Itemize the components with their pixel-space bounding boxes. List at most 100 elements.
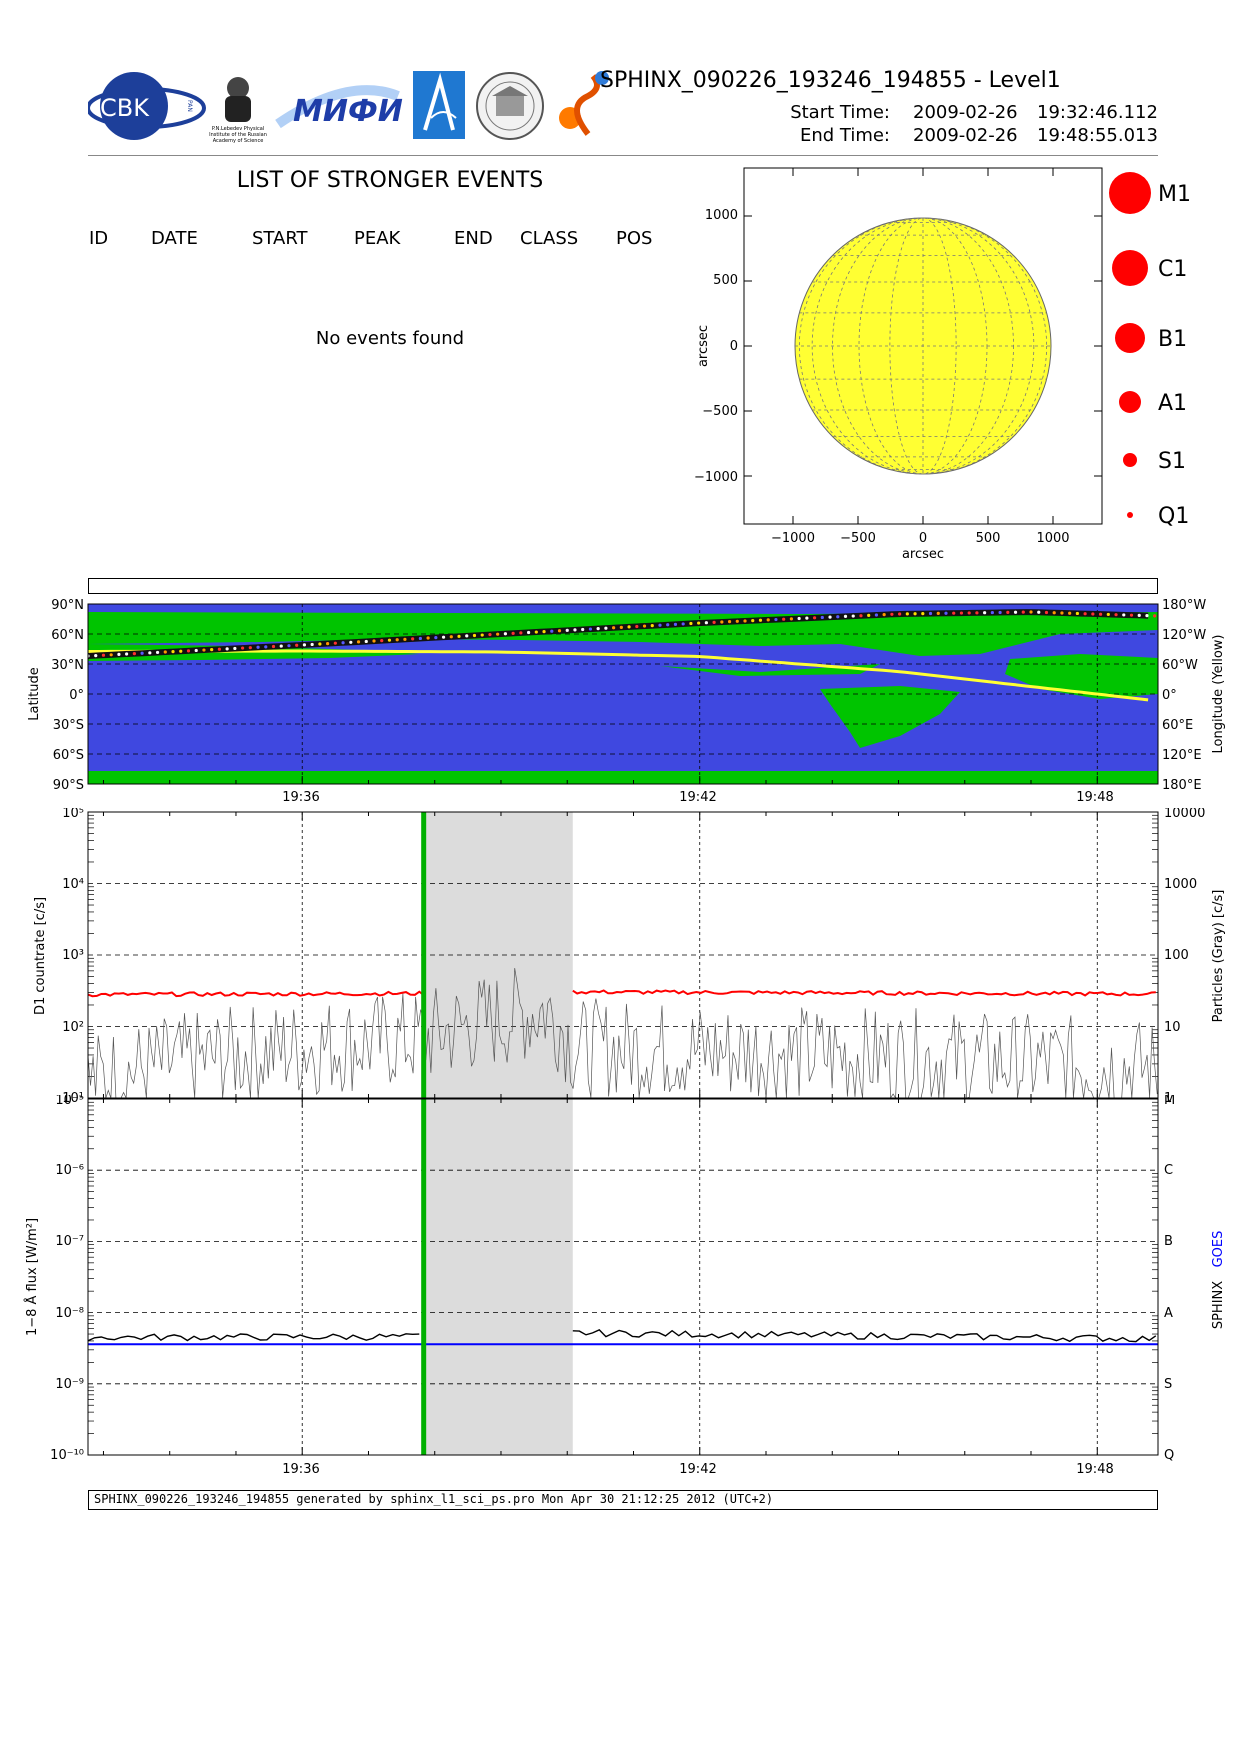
orbit-track-point bbox=[1068, 611, 1072, 615]
orbit-track-point bbox=[326, 641, 330, 646]
orbit-track-point bbox=[364, 639, 368, 644]
orbit-track-point bbox=[403, 637, 407, 641]
orbit-track-point bbox=[472, 633, 477, 638]
orbit-track-point bbox=[418, 636, 422, 641]
particle-series bbox=[87, 968, 1158, 1100]
orbit-track-point bbox=[913, 612, 917, 616]
orbit-rtick-7: 180°E bbox=[1162, 778, 1202, 793]
orbit-track-point bbox=[1129, 613, 1134, 617]
legend-label-s1: S1 bbox=[1158, 449, 1186, 474]
cbk-logo: CBK PAN bbox=[86, 72, 206, 140]
sun-longitude-line bbox=[889, 217, 957, 475]
cr-rtick-2: 10 bbox=[1164, 1020, 1181, 1035]
orbit-track-point bbox=[186, 649, 191, 653]
orbit-track-point bbox=[1006, 610, 1010, 614]
fx-rtick-6: M bbox=[1164, 1095, 1175, 1108]
orbit-track-point bbox=[658, 623, 662, 627]
sun-longitude-line bbox=[811, 217, 1035, 475]
sun-ytick-5: −1000 bbox=[694, 470, 738, 485]
cbk-logo-sub: PAN bbox=[186, 100, 193, 112]
orbit-track-point bbox=[1083, 612, 1087, 616]
legend-label-q1: Q1 bbox=[1158, 504, 1189, 529]
orbit-track-point bbox=[859, 614, 863, 618]
orbit-track-point bbox=[921, 612, 925, 616]
orbit-ytick-1: 90°N bbox=[51, 598, 84, 613]
lebedev-logo: P.N.Lebedev Physical Institute of the Ru… bbox=[209, 77, 267, 144]
countrate-panel: D1 countrate [c/s] Particles (Gray) [c/s… bbox=[33, 808, 1226, 1103]
start-date: 2009-02-26 bbox=[913, 102, 1018, 123]
orbit-track-point bbox=[1106, 612, 1110, 617]
orbit-track-point bbox=[279, 644, 283, 648]
sphinx-series bbox=[87, 1333, 420, 1342]
orbit-track-point bbox=[596, 627, 600, 631]
logo-strip: CBK PAN P.N.Lebedev Physical Institute o… bbox=[86, 66, 628, 148]
orbit-track-point bbox=[1052, 611, 1056, 615]
end-time-label: End Time: bbox=[799, 125, 890, 146]
orbit-track-point bbox=[519, 631, 523, 635]
orbit-xtick-2: 19:42 bbox=[679, 790, 716, 805]
orbit-track-point bbox=[944, 611, 948, 615]
orbit-track-point bbox=[642, 624, 647, 628]
orbit-track-point bbox=[774, 617, 778, 622]
orbit-track-point bbox=[983, 611, 987, 615]
orbit-track-point bbox=[604, 626, 608, 630]
sun-xtick-4: 500 bbox=[976, 531, 1001, 546]
sun-longitude-line bbox=[798, 217, 1048, 475]
fx-rtick-3: A bbox=[1164, 1306, 1173, 1321]
orbit-track-point bbox=[704, 621, 708, 625]
orbit-track-point bbox=[318, 642, 322, 646]
orbit-track-point bbox=[573, 628, 577, 632]
orbit-track-point bbox=[882, 613, 886, 617]
col-peak: PEAK bbox=[354, 228, 401, 249]
orbit-track-point bbox=[743, 619, 747, 623]
orbit-track-point bbox=[109, 653, 113, 657]
class-legend: M1 C1 B1 A1 S1 Q1 bbox=[1109, 172, 1191, 529]
orbit-frame bbox=[87, 603, 1159, 785]
orbit-track-point bbox=[689, 621, 693, 626]
fx-ytick-4: 10⁻⁷ bbox=[55, 1234, 84, 1249]
orbit-track-point bbox=[542, 630, 546, 634]
cr-ytick-4: 10⁴ bbox=[62, 877, 84, 892]
flux-frame bbox=[87, 1098, 1159, 1456]
orbit-track-point bbox=[990, 610, 994, 615]
start-clock: 19:32:46.112 bbox=[1037, 102, 1158, 123]
orbit-track-point bbox=[202, 648, 206, 652]
orbit-track-point bbox=[271, 644, 276, 649]
orbit-track-point bbox=[256, 645, 260, 649]
fx-rtick-1: Q bbox=[1164, 1448, 1174, 1463]
fx-ytick-6: 10⁻⁵ bbox=[55, 1095, 84, 1108]
flux-plot bbox=[87, 1099, 1158, 1455]
legend-dot-m1 bbox=[1109, 172, 1151, 214]
orbit-track-point bbox=[557, 629, 562, 633]
fx-ytick-5: 10⁻⁶ bbox=[55, 1163, 84, 1178]
countrate-series bbox=[572, 989, 1156, 997]
orbit-track-point bbox=[179, 649, 183, 653]
fx-rtick-4: B bbox=[1164, 1234, 1173, 1249]
lebedev-text-3: Academy of Science bbox=[213, 138, 264, 144]
orbit-track-point bbox=[1060, 611, 1064, 615]
longitude-curve bbox=[88, 649, 1149, 702]
orbit-track-point bbox=[101, 653, 106, 657]
orbit-track-point bbox=[1044, 610, 1049, 615]
orbit-track-point bbox=[581, 627, 585, 632]
orbit-track-point bbox=[310, 642, 314, 647]
fx-ytick-2: 10⁻⁹ bbox=[55, 1377, 84, 1392]
start-time-row: Start Time: 2009-02-26 19:32:46.112 bbox=[780, 102, 1160, 126]
flux-ylabel: 1−8 Å flux [W/m²] bbox=[24, 1218, 40, 1336]
orbit-ylabel-right: Longitude (Yellow) bbox=[1211, 635, 1226, 754]
legend-label-m1: M1 bbox=[1158, 182, 1191, 207]
cr-rtick-5: 10000 bbox=[1164, 808, 1205, 821]
orbit-track-point bbox=[163, 650, 167, 654]
orbit-track-point bbox=[240, 646, 245, 650]
land-south-america bbox=[820, 686, 960, 748]
orbit-track-point bbox=[1145, 614, 1149, 618]
fx-ytick-1: 10⁻¹⁰ bbox=[50, 1448, 84, 1463]
orbit-track-point bbox=[1098, 612, 1103, 616]
sun-ytick-1: 1000 bbox=[705, 208, 738, 223]
countrate-frame bbox=[87, 811, 1159, 1099]
orbit-track-point bbox=[155, 650, 160, 655]
orbit-track-point bbox=[666, 623, 670, 627]
orbit-track-point bbox=[843, 614, 848, 618]
orbit-track-point bbox=[967, 611, 971, 615]
orbit-track-point bbox=[264, 645, 268, 649]
